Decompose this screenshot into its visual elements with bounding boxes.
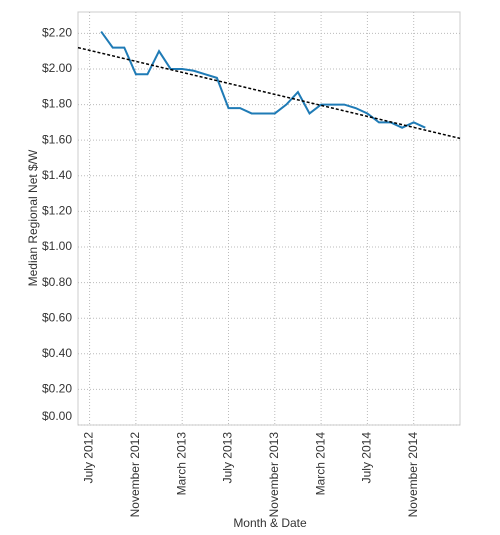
line-series	[100, 30, 426, 129]
y-tick-label: $0.60	[42, 310, 72, 324]
y-tick-label: $1.80	[42, 97, 72, 111]
x-tick-label: March 2013	[174, 432, 188, 496]
x-tick-label: July 2014	[360, 432, 374, 484]
trend-line	[77, 46, 461, 140]
y-tick-label: $2.00	[42, 61, 72, 75]
x-axis-label: Month & Date	[233, 516, 307, 530]
y-tick-label: $1.00	[42, 239, 72, 253]
y-tick-label: $2.20	[42, 26, 72, 40]
y-tick-label: $0.80	[42, 275, 72, 289]
y-tick-label: $1.20	[42, 204, 72, 218]
y-tick-label: $1.60	[42, 132, 72, 146]
y-tick-label: $0.40	[42, 346, 72, 360]
y-axis-label: Median Regional Net $/W	[26, 149, 40, 286]
x-tick-label: November 2012	[128, 432, 142, 518]
x-tick-label: November 2014	[406, 432, 420, 518]
x-tick-label: November 2013	[267, 432, 281, 518]
x-tick-label: July 2013	[221, 432, 235, 484]
plot-frame	[77, 11, 461, 426]
y-tick-label: $0.20	[42, 382, 72, 396]
y-tick-label: $0.00	[42, 409, 72, 423]
y-tick-label: $1.40	[42, 168, 72, 182]
x-tick-label: March 2014	[313, 432, 327, 496]
x-tick-label: July 2012	[82, 432, 96, 484]
